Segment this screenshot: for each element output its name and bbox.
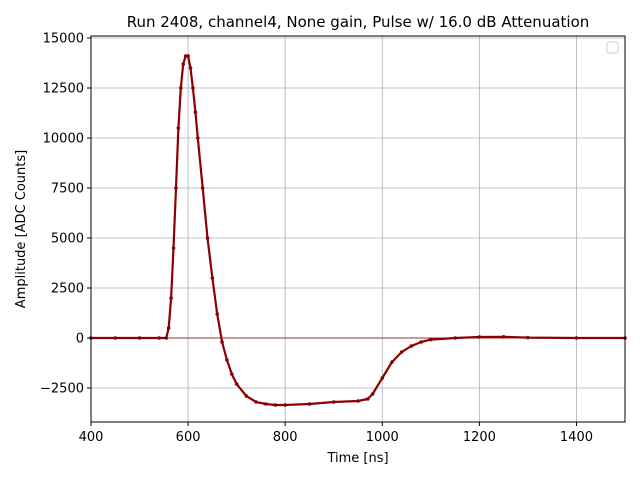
y-tick-label: 10000 — [43, 132, 84, 147]
x-tick-label: 600 — [176, 430, 201, 445]
y-tick-label: 0 — [76, 332, 84, 347]
y-tick-label: 15000 — [43, 32, 84, 47]
y-tick-label: −2500 — [40, 382, 84, 397]
y-axis-ticks: −2500 0 2500 5000 7500 10000 12500 15000 — [40, 32, 91, 397]
y-axis-label: Amplitude [ADC Counts] — [14, 150, 29, 308]
pulse-trace — [91, 54, 625, 407]
x-axis-ticks: 400 600 800 1000 1200 1400 — [79, 422, 593, 445]
plot-frame — [90, 35, 626, 423]
y-tick-label: 2500 — [51, 282, 84, 297]
x-tick-label: 800 — [273, 430, 298, 445]
grid-lines — [90, 36, 625, 422]
x-tick-label: 400 — [79, 430, 104, 445]
x-tick-label: 1200 — [463, 430, 496, 445]
data-points — [89, 54, 627, 407]
legend-box — [606, 41, 619, 54]
x-axis-label: Time [ns] — [326, 451, 388, 466]
x-tick-label: 1400 — [560, 430, 593, 445]
y-tick-label: 12500 — [43, 82, 84, 97]
y-tick-label: 5000 — [51, 232, 84, 247]
x-tick-label: 1000 — [366, 430, 399, 445]
chart-title: Run 2408, channel4, None gain, Pulse w/ … — [127, 13, 590, 31]
y-tick-label: 7500 — [51, 182, 84, 197]
